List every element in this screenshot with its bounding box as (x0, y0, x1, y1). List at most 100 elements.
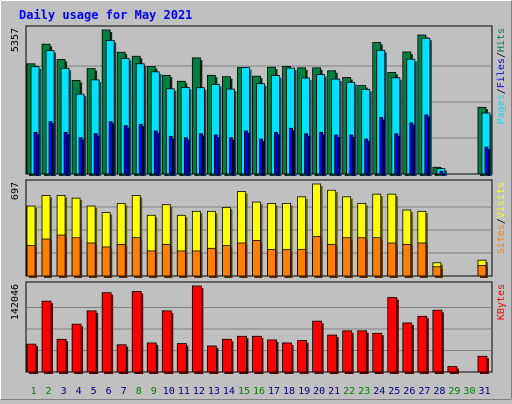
bar-pages (274, 131, 280, 176)
bar-sites (417, 242, 428, 278)
bar-kbytes (372, 332, 384, 374)
bar-sites (342, 237, 353, 278)
bar-sites (206, 247, 218, 278)
x-tick-label: 4 (76, 386, 82, 397)
x-tick-label: 21 (328, 386, 340, 397)
bar-kbytes (41, 300, 54, 374)
x-tick-label: 6 (106, 386, 112, 397)
bar-kbytes (417, 315, 429, 374)
x-tick-label: 23 (358, 386, 370, 397)
legend-panel-2: Sites/Visits (496, 182, 507, 254)
bar-sites (402, 243, 413, 278)
bar-pages (259, 138, 265, 176)
bar-kbytes (357, 330, 369, 374)
legend-item: Sites (496, 224, 507, 254)
bar-sites (116, 243, 128, 278)
bar-pages (439, 170, 445, 176)
x-tick-label: 28 (433, 386, 445, 397)
x-tick-label: 25 (388, 386, 400, 397)
bar-sites (131, 237, 143, 278)
bar-kbytes (146, 342, 159, 374)
bar-kbytes (101, 292, 114, 374)
panel-3: 142046 (10, 281, 493, 374)
bar-sites (146, 250, 158, 278)
x-tick-label: 9 (151, 386, 157, 397)
bar-pages (168, 135, 175, 176)
legend-item: Hits (496, 28, 507, 52)
panel-1: 5357 (10, 25, 493, 177)
bar-pages (183, 137, 190, 176)
bar-pages (364, 138, 370, 176)
bar-pages (213, 134, 220, 176)
x-tick-label: 11 (178, 386, 190, 397)
series-kbytes (26, 285, 489, 374)
bar-pages (394, 133, 400, 176)
bar-pages (229, 137, 235, 176)
bar-pages (319, 131, 325, 176)
x-tick-label: 2 (46, 386, 52, 397)
bar-sites (312, 236, 323, 278)
bar-kbytes (327, 334, 339, 374)
legend-item: / (496, 52, 507, 58)
bar-sites (282, 249, 293, 278)
bar-sites (357, 237, 368, 278)
x-axis-labels: 1 2 3 4 5 6 7 8 9 10 11 12 13 14 15 16 17 18 19 20 21 22 23 24 2… (31, 386, 491, 397)
bar-sites (237, 242, 248, 278)
bar-pages (198, 133, 205, 176)
chart-title: Daily usage for May 2021 (19, 8, 192, 22)
bar-sites (86, 242, 98, 278)
bar-kbytes (161, 310, 174, 374)
bar-kbytes (56, 338, 69, 374)
bar-kbytes (26, 343, 38, 374)
bar-kbytes (387, 297, 399, 374)
x-tick-label: 26 (403, 386, 415, 397)
x-tick-label: 12 (193, 386, 205, 397)
bar-sites (297, 249, 308, 278)
x-tick-label: 27 (418, 386, 430, 397)
x-tick-label: 18 (283, 386, 295, 397)
bar-pages (379, 117, 385, 176)
bar-kbytes (86, 310, 99, 374)
bar-sites (26, 245, 37, 278)
legend-panel-3: KBytes (496, 284, 507, 320)
bar-kbytes (206, 345, 219, 374)
bar-kbytes (477, 355, 489, 374)
series-pages (33, 114, 490, 176)
bar-kbytes (432, 309, 444, 374)
bar-kbytes (342, 330, 354, 374)
bar-kbytes (71, 323, 84, 374)
bar-sites (56, 234, 68, 278)
bar-pages (424, 114, 430, 176)
bar-pages (63, 131, 70, 176)
bar-kbytes (131, 291, 144, 374)
legend-panel-1: Pages/Files/Hits (496, 28, 507, 124)
x-tick-label: 30 (463, 386, 475, 397)
bar-pages (244, 130, 250, 176)
bar-kbytes (222, 338, 234, 374)
bar-kbytes (252, 335, 264, 374)
x-tick-label: 16 (253, 386, 265, 397)
legend-item: KBytes (496, 284, 507, 320)
bar-pages (78, 137, 85, 176)
bar-kbytes (176, 343, 189, 374)
legend-item: / (496, 88, 507, 94)
x-tick-label: 31 (478, 386, 490, 397)
x-tick-label: 22 (343, 386, 355, 397)
bar-pages (289, 127, 295, 176)
bar-kbytes (282, 342, 294, 374)
x-tick-label: 24 (373, 386, 385, 397)
bar-pages (48, 121, 55, 176)
bar-kbytes (237, 335, 249, 374)
bar-pages (349, 134, 355, 176)
legend-item: Pages (496, 94, 507, 124)
x-tick-label: 17 (268, 386, 280, 397)
bar-sites (327, 243, 338, 278)
x-tick-label: 10 (163, 386, 175, 397)
x-tick-label: 8 (136, 386, 142, 397)
panel-2: 697 (10, 179, 493, 278)
bar-sites (372, 237, 383, 278)
bar-kbytes (447, 366, 459, 374)
series-files (30, 37, 492, 177)
